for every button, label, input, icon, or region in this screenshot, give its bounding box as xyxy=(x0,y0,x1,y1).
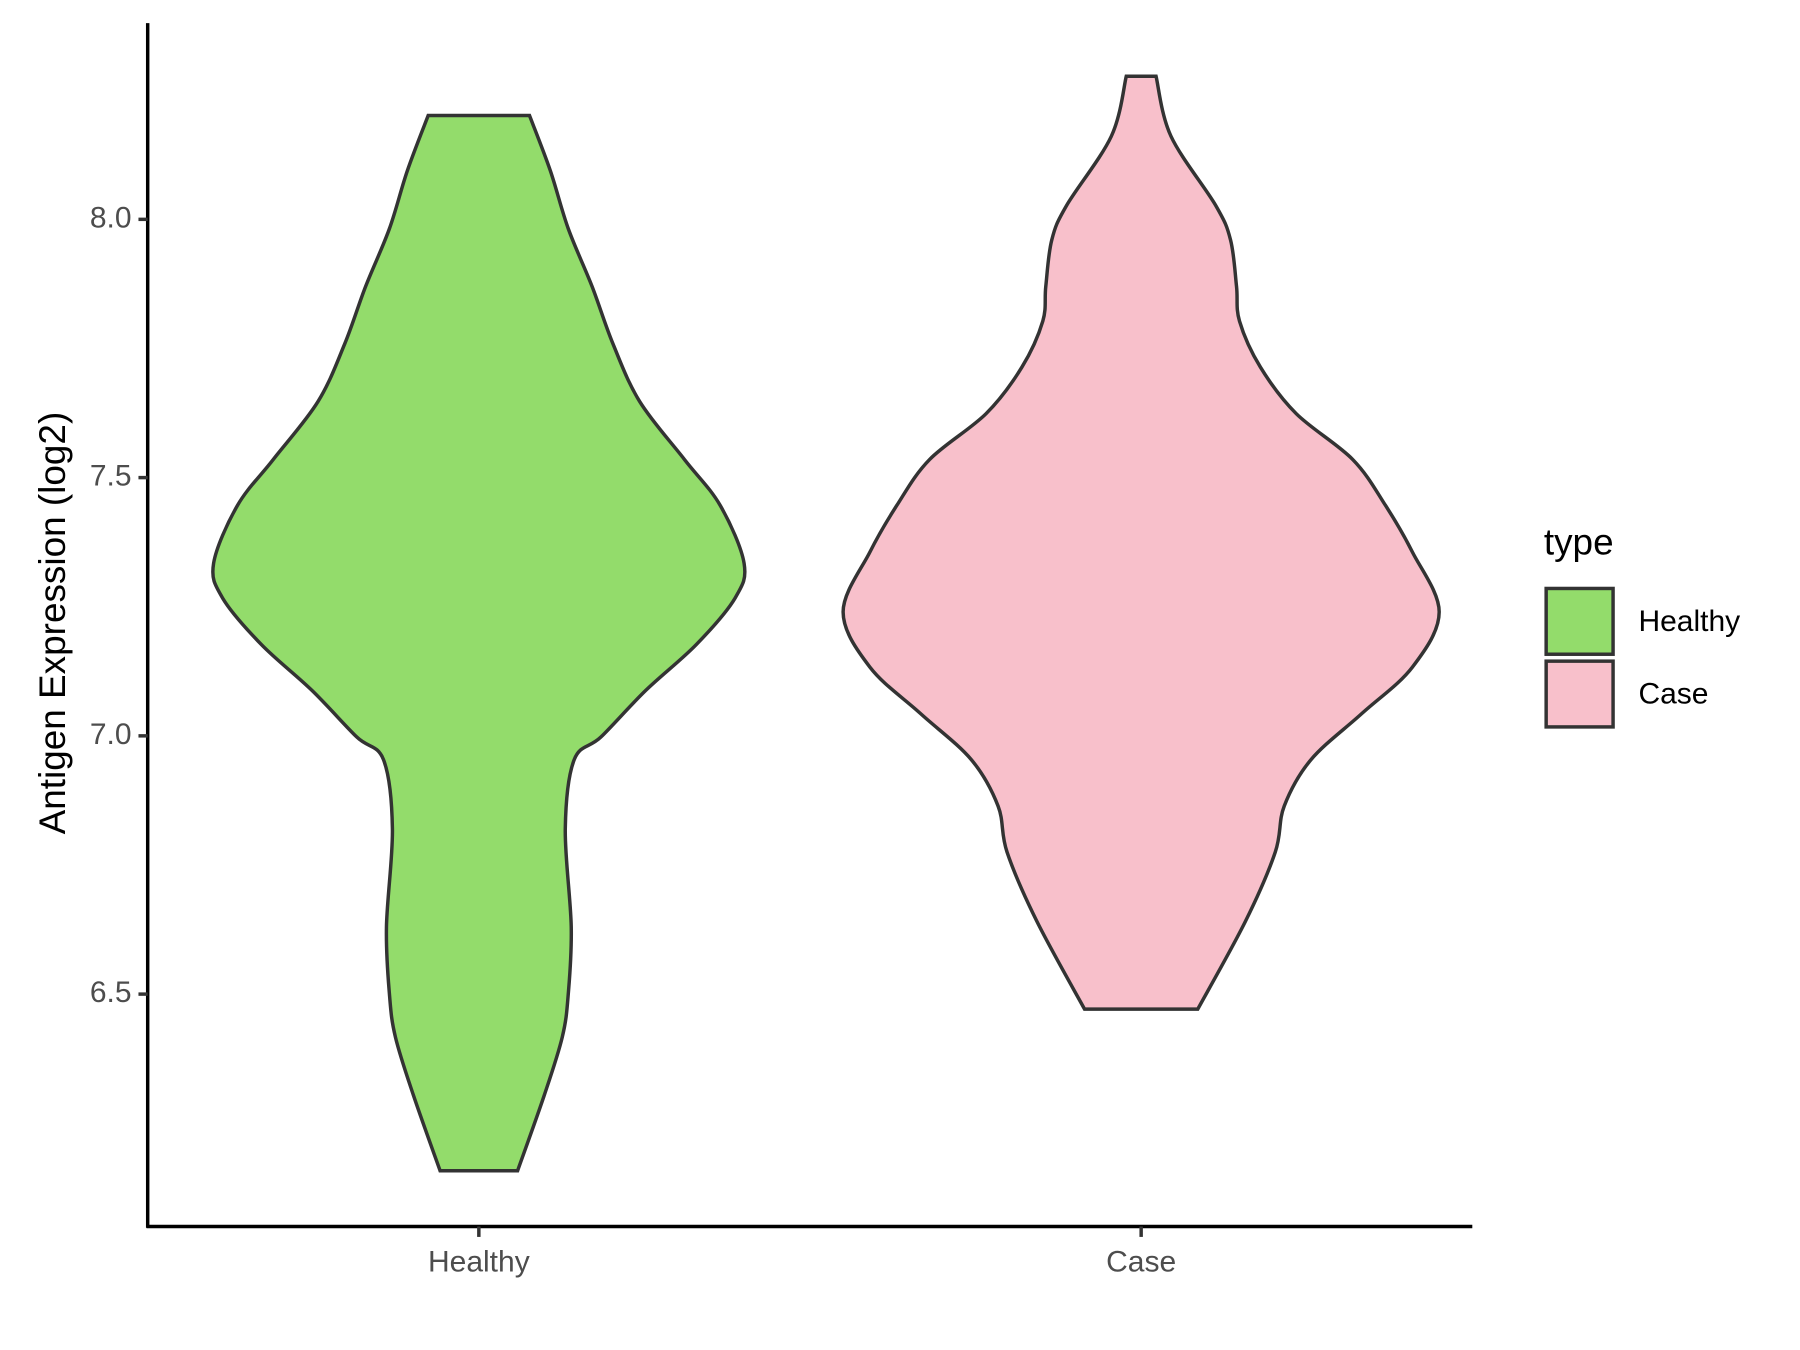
x-tick-label: Case xyxy=(1106,1245,1176,1278)
y-tick-label: 6.5 xyxy=(90,976,132,1009)
legend-title: type xyxy=(1544,521,1614,562)
violin xyxy=(841,74,1441,1011)
legend-key xyxy=(1544,586,1615,656)
y-axis-title: Antigen Expression (log2) xyxy=(32,412,73,835)
y-tick-label: 7.0 xyxy=(90,718,132,751)
violin xyxy=(211,113,747,1173)
y-tick-label: 8.0 xyxy=(90,201,132,234)
y-tick-label: 7.5 xyxy=(90,460,132,493)
x-tick-label: Healthy xyxy=(428,1245,530,1278)
legend-label: Case xyxy=(1638,678,1708,711)
legend-label: Healthy xyxy=(1638,605,1740,638)
legend-key xyxy=(1544,659,1615,729)
